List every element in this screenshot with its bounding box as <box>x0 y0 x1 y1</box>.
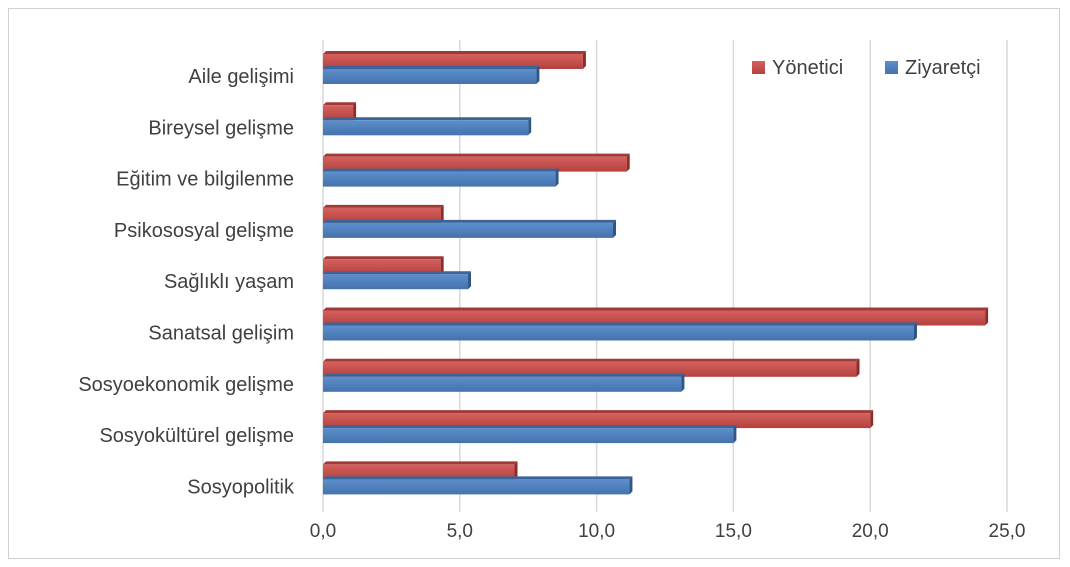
bar-ziyaretci <box>323 117 532 136</box>
x-tick-label: 0,0 <box>310 521 336 542</box>
legend-swatch <box>885 61 898 74</box>
x-tick-label: 15,0 <box>715 521 752 542</box>
category-label: Sosyopolitik <box>187 476 295 498</box>
x-tick-label: 25,0 <box>989 521 1026 542</box>
legend-label: Ziyaretçi <box>905 57 981 79</box>
category-label: Eğitim ve bilgilenme <box>116 169 294 191</box>
category-label: Sağlıklı yaşam <box>164 271 294 293</box>
x-tick-labels: 0,0 5,0 10,0 15,0 20,0 25,0 <box>310 521 1026 542</box>
bar-ziyaretci <box>323 271 472 290</box>
bar-ziyaretci <box>323 168 559 187</box>
legend-swatch <box>752 61 765 74</box>
bar-yonetici <box>323 51 586 69</box>
bar-ziyaretci <box>323 373 685 392</box>
category-label: Sosyoekonomik gelişme <box>78 374 294 396</box>
bar-ziyaretci <box>323 219 617 238</box>
bar-yonetici <box>323 256 444 275</box>
bar-yonetici <box>323 307 989 326</box>
bar-yonetici <box>323 461 518 480</box>
category-label: Bireysel gelişme <box>148 117 294 139</box>
bar-ziyaretci <box>323 476 633 495</box>
category-label: Sosyokültürel gelişme <box>99 425 294 447</box>
bar-yonetici <box>323 153 630 172</box>
legend-label: Yönetici <box>772 57 843 79</box>
bars <box>323 51 989 495</box>
x-tick-label: 5,0 <box>447 521 473 542</box>
bar-yonetici <box>323 410 874 429</box>
bar-yonetici <box>323 102 357 121</box>
bar-yonetici <box>323 358 860 377</box>
chart-frame <box>8 8 1060 559</box>
x-tick-label: 10,0 <box>578 521 615 542</box>
category-label: Sanatsal gelişim <box>148 323 294 345</box>
legend-item: Yönetici <box>752 57 843 79</box>
bar-yonetici <box>323 204 444 223</box>
bar-ziyaretci <box>323 425 737 444</box>
legend: Yönetici Ziyaretçi <box>752 57 981 79</box>
category-label: Psikososyal gelişme <box>114 220 294 242</box>
legend-item: Ziyaretçi <box>885 57 981 79</box>
bar-ziyaretci <box>323 66 540 84</box>
bar-ziyaretci <box>323 322 917 341</box>
category-labels: Aile gelişimi Bireysel gelişme Eğitim ve b… <box>78 66 295 498</box>
category-label: Aile gelişimi <box>188 66 294 88</box>
x-tick-label: 20,0 <box>852 521 889 542</box>
